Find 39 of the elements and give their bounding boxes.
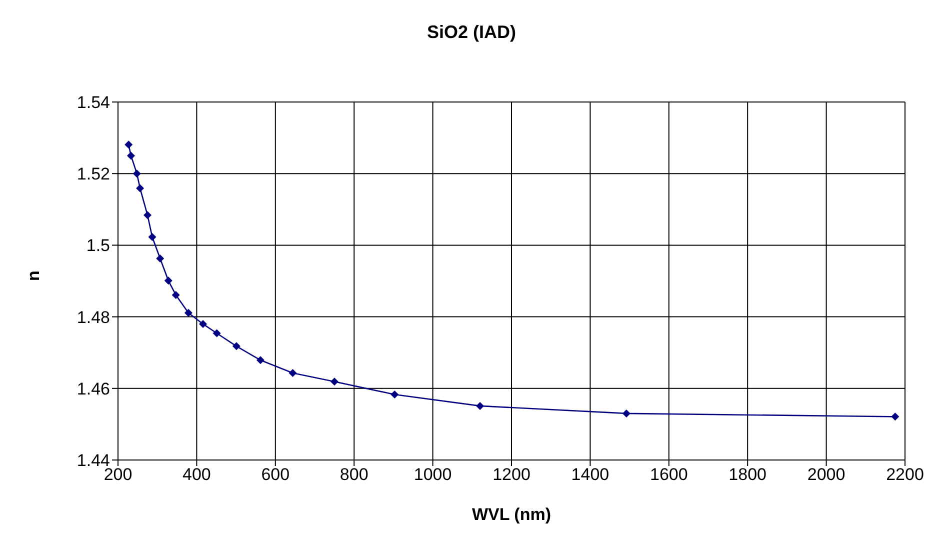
x-tick-label: 800 [340,465,368,484]
point [212,329,221,338]
x-tick-label: 2000 [807,465,846,484]
x-axis-title: WVL (nm) [472,505,552,524]
x-tick-label: 400 [182,465,211,484]
point [184,308,192,317]
point [156,254,164,262]
x-tick-label: 200 [104,465,132,484]
point [136,184,144,192]
x-tick-label: 1600 [650,465,688,484]
y-tick-label: 1.54 [76,93,110,112]
y-tick-label: 1.52 [76,164,110,184]
x-tick-label: 1400 [571,465,610,484]
point [172,290,180,299]
point [198,320,207,328]
x-tick-label: 1000 [414,465,452,484]
point [232,342,240,350]
point [148,232,156,241]
point [144,211,152,220]
point [390,390,399,398]
point [256,356,264,364]
x-tick-label: 600 [261,465,290,484]
point [288,369,297,378]
point [124,140,133,149]
chart-title: SiO2 (IAD) [426,21,517,44]
y-tick-label: 1.5 [86,236,110,256]
point [891,412,900,421]
x-tick-label: 1200 [492,465,530,484]
x-tick-label: 2200 [886,465,924,484]
point [622,409,630,418]
point [476,402,484,410]
point [164,276,172,285]
point [330,378,338,386]
point [126,152,135,160]
point [132,170,141,178]
y-tick-label: 1.46 [76,379,110,398]
y-axis-title: n [24,270,44,281]
x-tick-label: 1800 [728,465,767,484]
y-tick-label: 1.48 [76,308,110,327]
